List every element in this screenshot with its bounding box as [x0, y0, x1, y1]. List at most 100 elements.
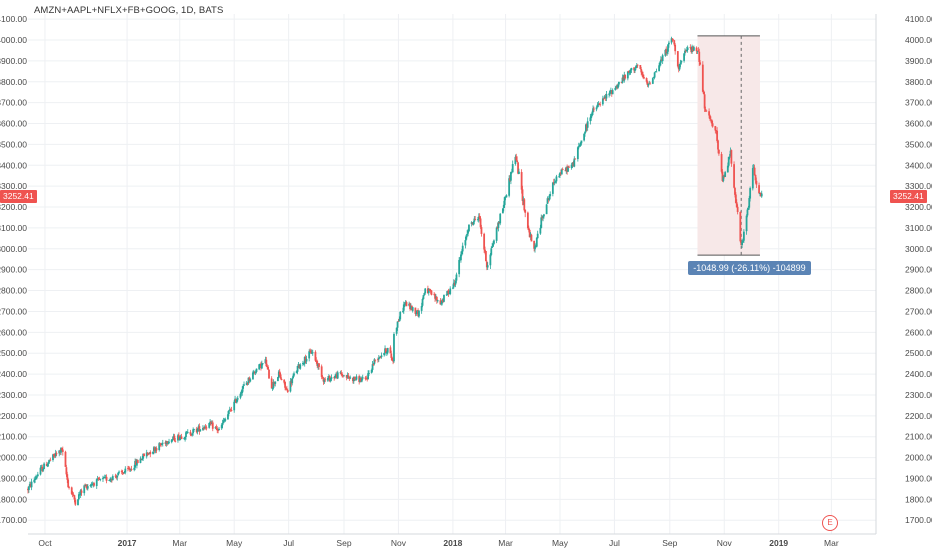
- candle-body: [383, 352, 386, 355]
- candle-body: [34, 479, 37, 480]
- candle-body: [548, 195, 551, 200]
- candle-body: [717, 140, 719, 150]
- candle-body: [173, 435, 176, 441]
- candle-body: [322, 377, 325, 382]
- candle-body: [283, 379, 286, 383]
- candle-body: [599, 104, 602, 106]
- candle-body: [653, 72, 656, 78]
- candle-body: [139, 458, 142, 463]
- candle-body: [80, 490, 83, 493]
- candle-body: [305, 358, 308, 362]
- candle-body: [559, 172, 561, 176]
- y-tick-label-right: 3500.00: [905, 139, 932, 149]
- candle-body: [590, 115, 593, 119]
- candle-body: [354, 379, 357, 381]
- candle-body: [368, 373, 370, 374]
- earnings-marker-icon[interactable]: E: [822, 515, 838, 531]
- candle-body: [473, 218, 476, 222]
- candle-body: [341, 373, 344, 376]
- candle-body: [136, 459, 139, 464]
- candle-body: [586, 121, 589, 128]
- candle-body: [758, 185, 760, 194]
- candle-body: [560, 169, 563, 175]
- candle-body: [284, 382, 286, 388]
- y-tick-label-right: 3200.00: [905, 202, 932, 212]
- candle-body: [390, 353, 393, 358]
- candle-body: [493, 240, 495, 244]
- candle-body: [693, 47, 695, 51]
- candle-body: [701, 64, 704, 92]
- candle-body: [535, 237, 538, 247]
- candle-body: [220, 424, 223, 429]
- candle-body: [270, 378, 273, 389]
- y-tick-label-right: 3800.00: [905, 77, 932, 87]
- x-tick-label: Oct: [38, 538, 52, 548]
- candle-body: [483, 233, 486, 250]
- y-tick-label-left: 1900.00: [0, 473, 27, 483]
- y-tick-label-left: 2400.00: [0, 369, 27, 379]
- candle-body: [523, 199, 526, 211]
- candle-body: [739, 212, 742, 242]
- candle-body: [558, 176, 561, 178]
- candle-body: [310, 351, 312, 354]
- candle-body: [605, 94, 608, 99]
- candle-body: [152, 451, 154, 454]
- candle-body: [230, 410, 233, 411]
- candle-body: [674, 44, 677, 52]
- last-price-tag-left: 3252.41: [0, 189, 37, 203]
- candle-body: [597, 103, 600, 106]
- candle-body: [215, 426, 218, 428]
- candle-body: [71, 494, 74, 496]
- candle-body: [109, 479, 112, 481]
- candle-body: [221, 422, 224, 426]
- y-tick-label-left: 3100.00: [0, 223, 27, 233]
- candle-body: [595, 107, 598, 110]
- candle-body: [461, 245, 464, 252]
- candle-body: [747, 208, 750, 210]
- candle-body: [224, 419, 227, 421]
- candle-body: [202, 427, 204, 430]
- candle-body: [349, 377, 352, 379]
- candle-body: [123, 472, 126, 474]
- y-tick-label-right: 2400.00: [905, 369, 932, 379]
- candle-body: [676, 51, 679, 67]
- candle-body: [717, 149, 720, 154]
- y-tick-label-right: 3700.00: [905, 98, 932, 108]
- candle-body: [686, 47, 689, 50]
- candle-body: [117, 472, 120, 476]
- candle-body: [553, 182, 556, 184]
- candle-body: [99, 478, 102, 480]
- candle-body: [716, 130, 719, 141]
- candle-body: [147, 453, 150, 455]
- candle-body: [278, 371, 281, 376]
- candle-body: [741, 241, 744, 246]
- candle-body: [124, 468, 127, 473]
- x-tick-label: May: [552, 538, 569, 548]
- x-tick-label: 2018: [443, 538, 462, 548]
- candle-body: [285, 388, 288, 390]
- candle-body: [634, 66, 637, 69]
- candle-body: [399, 311, 402, 320]
- y-tick-label-right: 1800.00: [905, 494, 932, 504]
- candle-body: [296, 366, 299, 372]
- candle-body: [573, 158, 576, 167]
- candle-body: [170, 439, 173, 443]
- candle-body: [639, 65, 642, 69]
- candle-body: [699, 62, 702, 65]
- candle-body: [116, 475, 119, 478]
- candle-body: [161, 442, 164, 444]
- candle-body: [260, 363, 263, 369]
- candle-body: [186, 431, 189, 433]
- candle-body: [435, 297, 438, 301]
- candle-body: [67, 479, 70, 488]
- candle-body: [292, 375, 295, 379]
- y-tick-label-left: 4000.00: [0, 35, 27, 45]
- candle-body: [601, 98, 604, 105]
- candle-body: [143, 453, 145, 457]
- candle-body: [722, 176, 725, 181]
- candle-body: [491, 246, 494, 248]
- candle-body: [323, 379, 326, 382]
- candle-body: [534, 246, 536, 250]
- candle-body: [365, 378, 368, 380]
